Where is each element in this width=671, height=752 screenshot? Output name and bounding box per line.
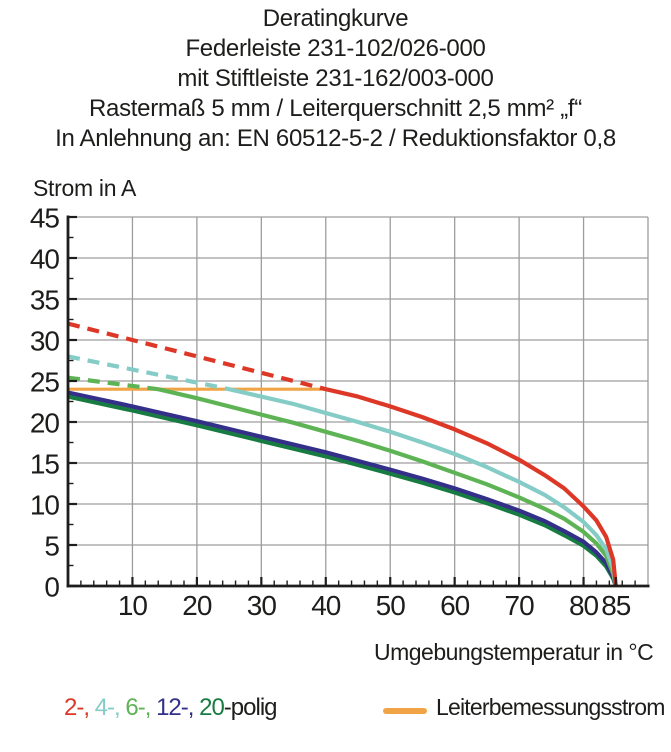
legend-pole-2-polig: 2-, (64, 694, 95, 721)
rated-current-label: Leiterbemessungsstrom (436, 694, 665, 720)
legend-pole-labels: 2-, 4-, 6-, 12-, 20-polig (64, 694, 277, 722)
x-tick-label: 70 (505, 590, 535, 621)
y-tick-label: 35 (30, 285, 60, 316)
title-line-2: Federleiste 231-102/026-000 (185, 35, 486, 62)
series-4-polig (228, 387, 618, 587)
y-axis-title: Strom in A (33, 175, 137, 201)
title-line-5: In Anlehnung an: EN 60512-5-2 / Reduktio… (55, 125, 616, 152)
series-6-polig-ueber-bemessungsstrom (67, 375, 159, 392)
y-tick-label: 45 (30, 203, 60, 234)
title-line-3: mit Stiftleiste 231-162/003-000 (177, 65, 494, 92)
series-6-polig (157, 387, 618, 587)
title-line-4: Rastermaß 5 mm / Leiterquerschnitt 2,5 m… (89, 95, 582, 122)
x-axis-title: Umgebungstemperatur in °C (374, 639, 654, 665)
y-tick-label: 20 (30, 408, 60, 439)
legend-pole-4-polig: 4-, (94, 694, 126, 721)
x-tick-label: 10 (118, 590, 148, 621)
legend-pole-12-polig: 12-, (156, 694, 200, 721)
legend-pole-20-polig: 20 (199, 694, 225, 721)
y-tick-label: 0 (44, 572, 59, 603)
legend-pole-6-polig: 6-, (125, 694, 157, 721)
series-2-polig-ueber-bemessungsstrom (67, 321, 327, 392)
series-12-polig (67, 390, 618, 587)
x-tick-label: 80 (569, 590, 599, 621)
legend-pole-polig-suffix: -polig (223, 694, 278, 721)
y-tick-label: 10 (30, 490, 60, 521)
chart-title-block: Deratingkurve Federleiste 231-102/026-00… (0, 4, 671, 154)
x-tick-label: 30 (247, 590, 277, 621)
x-tick-label: 85 (601, 590, 631, 621)
y-tick-label: 40 (30, 244, 60, 275)
y-tick-label: 15 (30, 449, 60, 480)
y-tick-label: 30 (30, 326, 60, 357)
x-tick-label: 40 (311, 590, 341, 621)
x-tick-label: 50 (376, 590, 406, 621)
x-tick-label: 60 (440, 590, 470, 621)
series-20-polig (67, 394, 618, 587)
rated-current-line-swatch (383, 708, 427, 714)
x-tick-label: 20 (182, 590, 212, 621)
series-4-polig-ueber-bemessungsstrom (67, 354, 230, 392)
series-2-polig (325, 387, 618, 587)
y-tick-label: 5 (44, 531, 59, 562)
title-line-1: Deratingkurve (262, 5, 409, 32)
y-tick-label: 25 (30, 367, 60, 398)
